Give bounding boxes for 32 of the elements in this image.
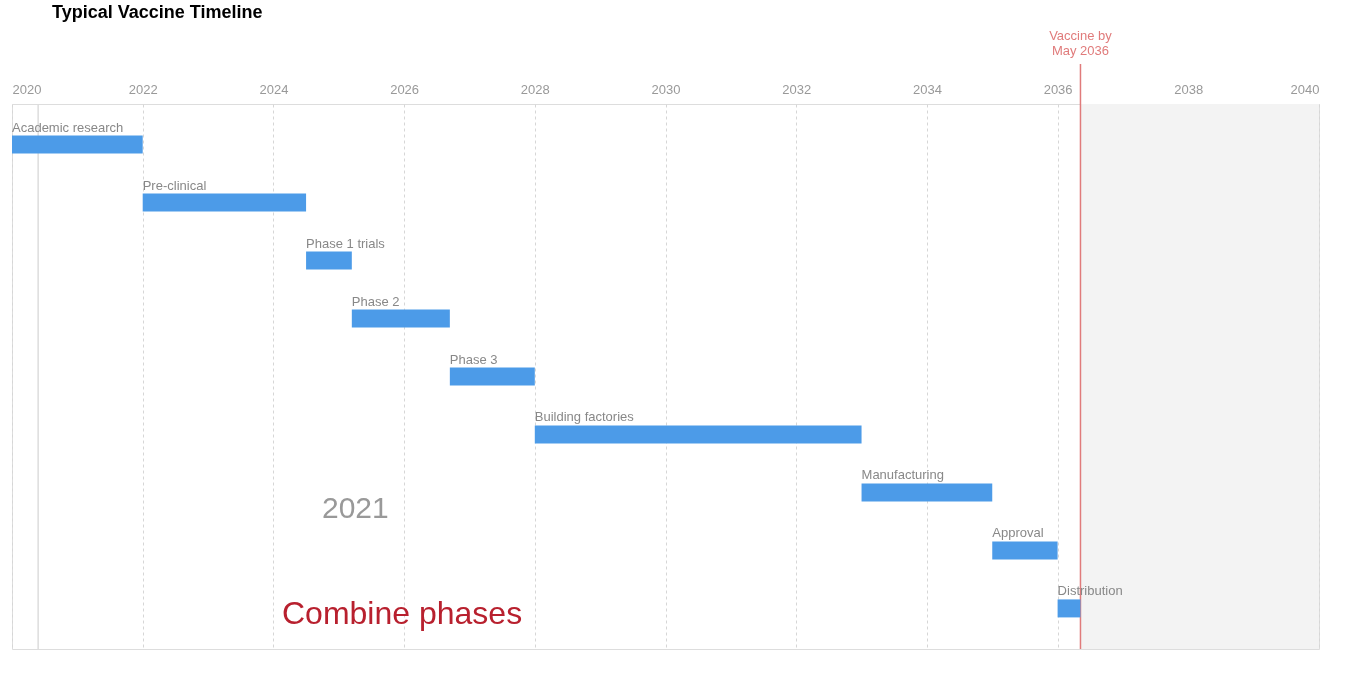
- y-tick-label: Building factories: [534, 409, 635, 425]
- bar: [12, 135, 143, 154]
- y-tick-label: Phase 2: [351, 293, 400, 309]
- chart-title: Typical Vaccine Timeline: [52, 2, 263, 22]
- x-tick-label: 2024: [259, 81, 289, 97]
- x-tick-label: 2026: [390, 81, 420, 97]
- y-tick-label: Phase 1 trials: [306, 235, 386, 251]
- x-tick-label: 2028: [520, 81, 550, 97]
- bar: [992, 541, 1058, 560]
- x-tick-label: 2022: [128, 81, 158, 97]
- bar: [861, 483, 993, 502]
- y-tick-label: Manufacturing: [861, 467, 944, 483]
- annotation: 2021: [322, 491, 389, 524]
- ref-line-label: Vaccine by May 2036: [1049, 28, 1113, 58]
- bar: [306, 251, 352, 270]
- x-tick-label: 2036: [1043, 81, 1073, 97]
- x-tick-label: 2020: [12, 81, 42, 97]
- y-tick-label: Approval: [992, 525, 1044, 541]
- bar: [1057, 599, 1081, 618]
- y-tick-label: Phase 3: [449, 351, 498, 367]
- x-tick-label: 2038: [1174, 81, 1204, 97]
- bar: [449, 367, 535, 386]
- x-tick-label: 2030: [651, 81, 681, 97]
- annotation: Combine phases: [282, 595, 523, 631]
- x-tick-label: 2032: [782, 81, 812, 97]
- bar: [351, 309, 450, 328]
- bar: [534, 425, 862, 444]
- y-tick-label: Pre-clinical: [142, 177, 207, 193]
- bar: [142, 193, 307, 212]
- x-tick-label: 2034: [912, 81, 942, 97]
- y-tick-label: Academic research: [12, 119, 124, 135]
- x-tick-label: 2040: [1290, 81, 1320, 97]
